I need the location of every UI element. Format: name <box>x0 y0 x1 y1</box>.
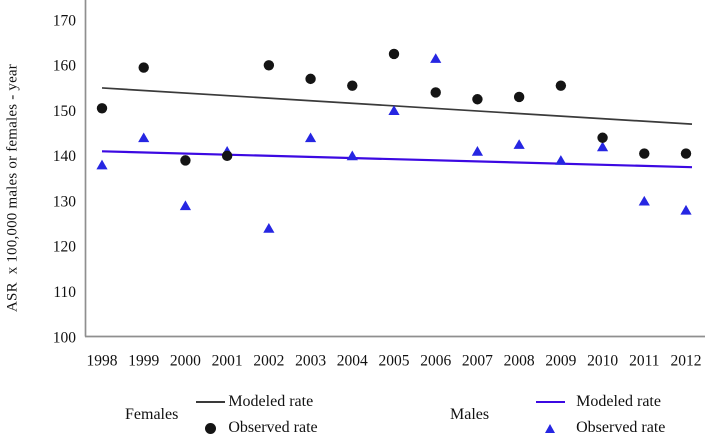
x-tick-label: 2003 <box>295 352 326 369</box>
legend-item-label: Modeled rate <box>228 393 314 410</box>
y-tick-label: 140 <box>53 148 77 165</box>
legend-males-label: Males <box>450 406 490 423</box>
observed-triangle-swatch-males <box>545 423 556 433</box>
observed-point-females <box>347 80 358 91</box>
x-tick-label: 2006 <box>420 352 451 369</box>
y-tick-label: 150 <box>53 103 77 120</box>
x-tick-label: 2007 <box>462 352 493 369</box>
x-tick-label: 2010 <box>587 352 618 369</box>
observed-point-females <box>555 80 567 91</box>
observed-point-females <box>388 48 400 60</box>
legend-item-males-modeled: Modeled rate <box>535 389 665 415</box>
observed-point-males <box>263 223 275 233</box>
observed-point-males <box>388 105 400 115</box>
legend-item-label: Observed rate <box>576 419 666 436</box>
observed-point-males <box>555 155 567 165</box>
legend-females-label: Females <box>125 406 179 423</box>
x-tick-label: 2004 <box>337 352 368 369</box>
observed-point-females <box>680 148 692 159</box>
x-tick-label: 2002 <box>253 352 284 369</box>
x-tick-label: 2001 <box>212 352 243 369</box>
observed-point-females <box>305 73 316 85</box>
x-tick-label: 2005 <box>379 352 410 369</box>
y-tick-label: 100 <box>53 329 77 346</box>
legend-item-females-observed: Observed rate <box>195 415 318 439</box>
legend-item-males-observed: Observed rate <box>535 415 665 439</box>
observed-circle-swatch-females <box>204 422 216 434</box>
observed-point-males <box>638 195 650 206</box>
legend-item-label: Modeled rate <box>576 393 661 410</box>
x-tick-label: 2012 <box>671 352 702 369</box>
legend-item-label: Observed rate <box>228 419 318 436</box>
y-tick-label: 160 <box>53 58 77 75</box>
modeled-line-females <box>101 87 693 126</box>
observed-point-females <box>221 150 233 162</box>
observed-point-males <box>304 132 317 143</box>
x-tick-label: 2008 <box>504 352 535 369</box>
x-tick-label: 2009 <box>545 352 576 369</box>
observed-point-males <box>596 141 609 152</box>
observed-point-males <box>471 146 484 156</box>
observed-point-females <box>263 60 275 71</box>
x-tick-label: 1999 <box>128 352 159 369</box>
x-tick-label: 2011 <box>629 352 659 369</box>
y-tick-label: 170 <box>53 12 77 29</box>
observed-point-females <box>138 62 149 73</box>
legend-item-females-modeled: Modeled rate <box>195 389 317 415</box>
modeled-line-swatch-females <box>195 401 225 403</box>
observed-point-females <box>597 132 608 143</box>
observed-point-males <box>179 200 192 211</box>
y-tick-label: 120 <box>53 239 77 256</box>
y-tick-label: 110 <box>53 284 76 301</box>
y-axis-title-text: ASR x 100,000 males or females - year <box>4 64 21 312</box>
observed-point-females <box>180 155 191 166</box>
modeled-line-swatch-males <box>535 401 565 403</box>
observed-point-females <box>96 103 108 114</box>
legend-group-males: Males Modeled rate Observed rate <box>450 389 665 439</box>
observed-point-females <box>513 91 525 103</box>
observed-point-males <box>513 139 525 149</box>
observed-point-females <box>639 148 650 159</box>
observed-point-females <box>430 87 441 98</box>
observed-point-males <box>346 150 358 161</box>
modeled-line-males <box>101 150 693 169</box>
y-tick-label: 130 <box>53 193 77 210</box>
observed-point-males <box>430 53 442 63</box>
x-tick-label: 1998 <box>87 352 118 369</box>
observed-point-males <box>96 159 108 170</box>
legend-group-females: Females Modeled rate Observed rate <box>125 389 318 439</box>
x-tick-label: 2000 <box>170 352 201 369</box>
observed-point-males <box>680 204 692 215</box>
observed-point-females <box>472 94 483 105</box>
observed-point-males <box>138 132 150 143</box>
